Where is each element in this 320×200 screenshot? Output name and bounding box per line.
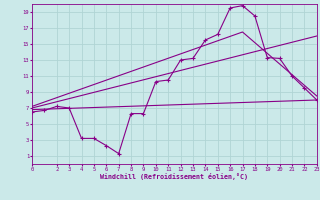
X-axis label: Windchill (Refroidissement éolien,°C): Windchill (Refroidissement éolien,°C) <box>100 173 248 180</box>
